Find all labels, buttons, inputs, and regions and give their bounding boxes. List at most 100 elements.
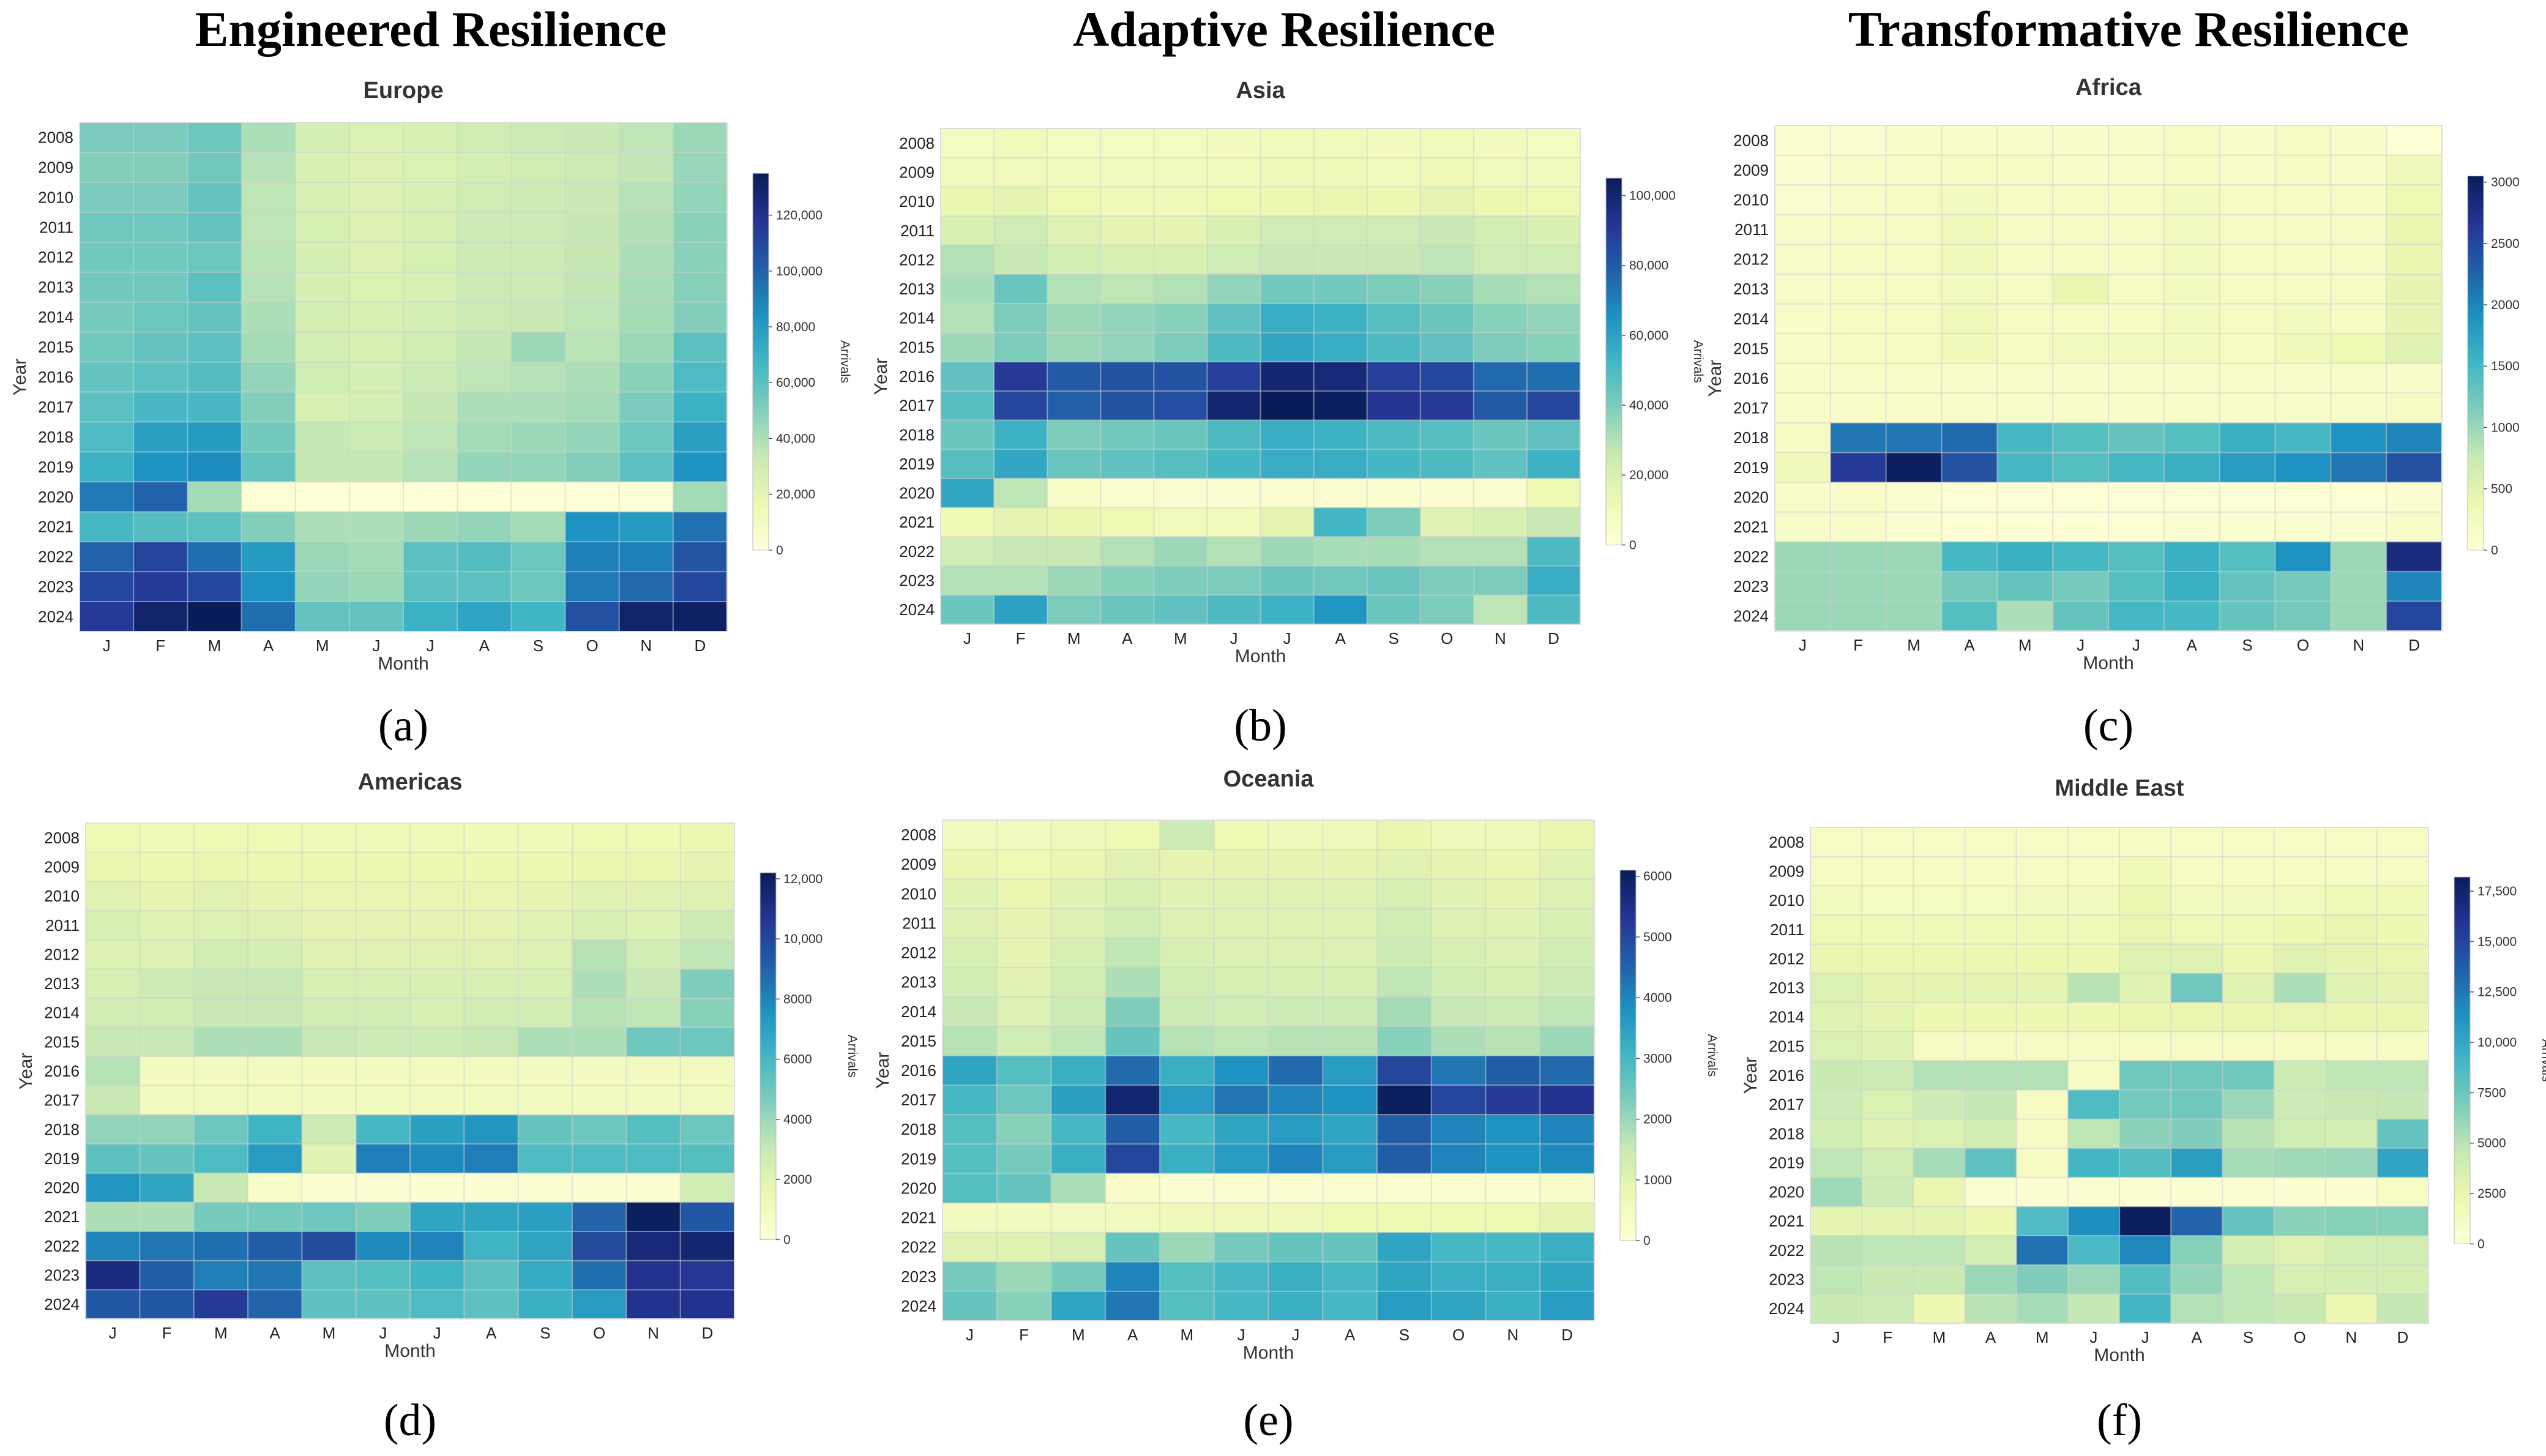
heatmap-cell (2163, 304, 2220, 334)
heatmap-cell (1377, 1291, 1432, 1321)
heatmap-cell (626, 1231, 681, 1261)
heatmap-cell (2219, 422, 2276, 454)
heatmap-cell (1105, 1203, 1160, 1233)
heatmap-cell (356, 910, 411, 941)
heatmap-cell (1420, 362, 1474, 392)
y-tick-label: 2015 (899, 338, 935, 356)
heatmap-cell (680, 1056, 735, 1086)
heatmap-cell (356, 1202, 411, 1232)
heatmap-cell (241, 332, 296, 363)
heatmap-cell (1154, 187, 1208, 217)
heatmap-cell (410, 1085, 465, 1116)
heatmap-cell (187, 182, 242, 213)
heatmap-cell (302, 1290, 357, 1320)
heatmap-cell (943, 879, 998, 909)
heatmap-cell (1420, 187, 1474, 217)
heatmap-cell (1965, 1148, 2017, 1178)
heatmap-cell (2119, 1177, 2171, 1208)
heatmap-cell (2053, 571, 2109, 602)
heatmap-cell (1830, 422, 1887, 454)
heatmap-cell (1810, 1031, 1862, 1061)
y-tick-label: 2011 (1734, 220, 1769, 239)
heatmap-cell (2386, 244, 2443, 275)
y-tick-label: 2008 (1733, 131, 1769, 149)
colorbar-tick-label: 2000 (1643, 1113, 1672, 1127)
heatmap-cell (1051, 1173, 1106, 1204)
heatmap-cell (356, 1260, 411, 1290)
heatmap-cell (410, 852, 465, 882)
heatmap-cell (193, 1085, 248, 1116)
heatmap-cell (572, 852, 627, 882)
heatmap-cell (1485, 849, 1540, 879)
y-tick-label: 2019 (44, 1149, 80, 1168)
heatmap-cell (1810, 856, 1862, 886)
heatmap-cell (2386, 601, 2443, 632)
panel-title: Oceania (1223, 766, 1315, 792)
heatmap-cell (1886, 601, 1943, 632)
heatmap-cell (2325, 856, 2378, 886)
heatmap-cell (1526, 449, 1581, 479)
heatmap-cell (626, 1114, 681, 1144)
y-tick-label: 2008 (38, 128, 73, 146)
heatmap-cell (1941, 482, 1998, 513)
heatmap-cell (1047, 303, 1101, 334)
heatmap-cell (1830, 452, 1887, 483)
x-tick-label: N (2353, 636, 2364, 654)
x-tick-label: D (701, 1324, 713, 1342)
heatmap-cell (464, 823, 519, 853)
heatmap-cell (1214, 1085, 1269, 1115)
heatmap-cell (1377, 1114, 1432, 1144)
heatmap-cell (2067, 1236, 2120, 1266)
heatmap-cell (2108, 422, 2165, 454)
heatmap-cell (626, 1260, 681, 1290)
colorbar-tick-label: 12,500 (2477, 985, 2517, 999)
heatmap-cell (2016, 944, 2069, 974)
heatmap-cell (302, 1231, 357, 1261)
x-tick-label: F (1883, 1328, 1892, 1346)
heatmap-cell (680, 939, 735, 969)
x-tick-label: J (1238, 1326, 1245, 1344)
heatmap-cell (1473, 449, 1528, 479)
heatmap-cell (1100, 274, 1154, 304)
heatmap-cell (140, 939, 195, 969)
heatmap-cell (2171, 1002, 2223, 1032)
heatmap-cell (2108, 363, 2165, 394)
heatmap-cell (2376, 914, 2429, 945)
heatmap-cell (295, 242, 350, 273)
heatmap-cell (2275, 244, 2331, 275)
heatmap-cell (193, 1290, 248, 1320)
heatmap-cell (2119, 827, 2171, 857)
y-tick-label: 2019 (901, 1149, 936, 1168)
heatmap-cell (626, 1085, 681, 1116)
heatmap-cell (1810, 827, 1862, 857)
x-tick-label: J (1799, 636, 1807, 654)
heatmap-cell (1431, 1173, 1487, 1204)
heatmap-cell (1207, 449, 1261, 479)
heatmap-cell (2331, 274, 2387, 305)
heatmap-cell (356, 1027, 411, 1057)
colorbar-label: Arrivals (1691, 340, 1705, 383)
heatmap-cell (1540, 908, 1595, 939)
heatmap-cell (673, 482, 728, 512)
heatmap-cell (2222, 1061, 2275, 1091)
heatmap-cell (1268, 1144, 1323, 1174)
heatmap-cell (1526, 215, 1581, 246)
x-tick-label: F (162, 1324, 172, 1342)
heatmap-cell (2219, 482, 2276, 513)
colorbar-tick-label: 3000 (1643, 1051, 1672, 1066)
heatmap-cell (1431, 996, 1487, 1027)
heatmap-cell (133, 362, 188, 393)
heatmap-cell (2016, 856, 2069, 886)
heatmap-cell (2376, 1061, 2429, 1091)
heatmap-cell (1913, 1061, 1966, 1091)
heatmap-cell (2119, 1264, 2171, 1294)
heatmap-cell (2376, 827, 2429, 857)
heatmap-cell (241, 482, 296, 512)
heatmap-cell (1886, 422, 1943, 454)
heatmap-cell (1810, 973, 1862, 1003)
heatmap-cell (994, 187, 1048, 217)
heatmap-cell (565, 482, 620, 512)
heatmap-cell (2275, 274, 2331, 305)
heatmap-cell (1367, 332, 1421, 362)
